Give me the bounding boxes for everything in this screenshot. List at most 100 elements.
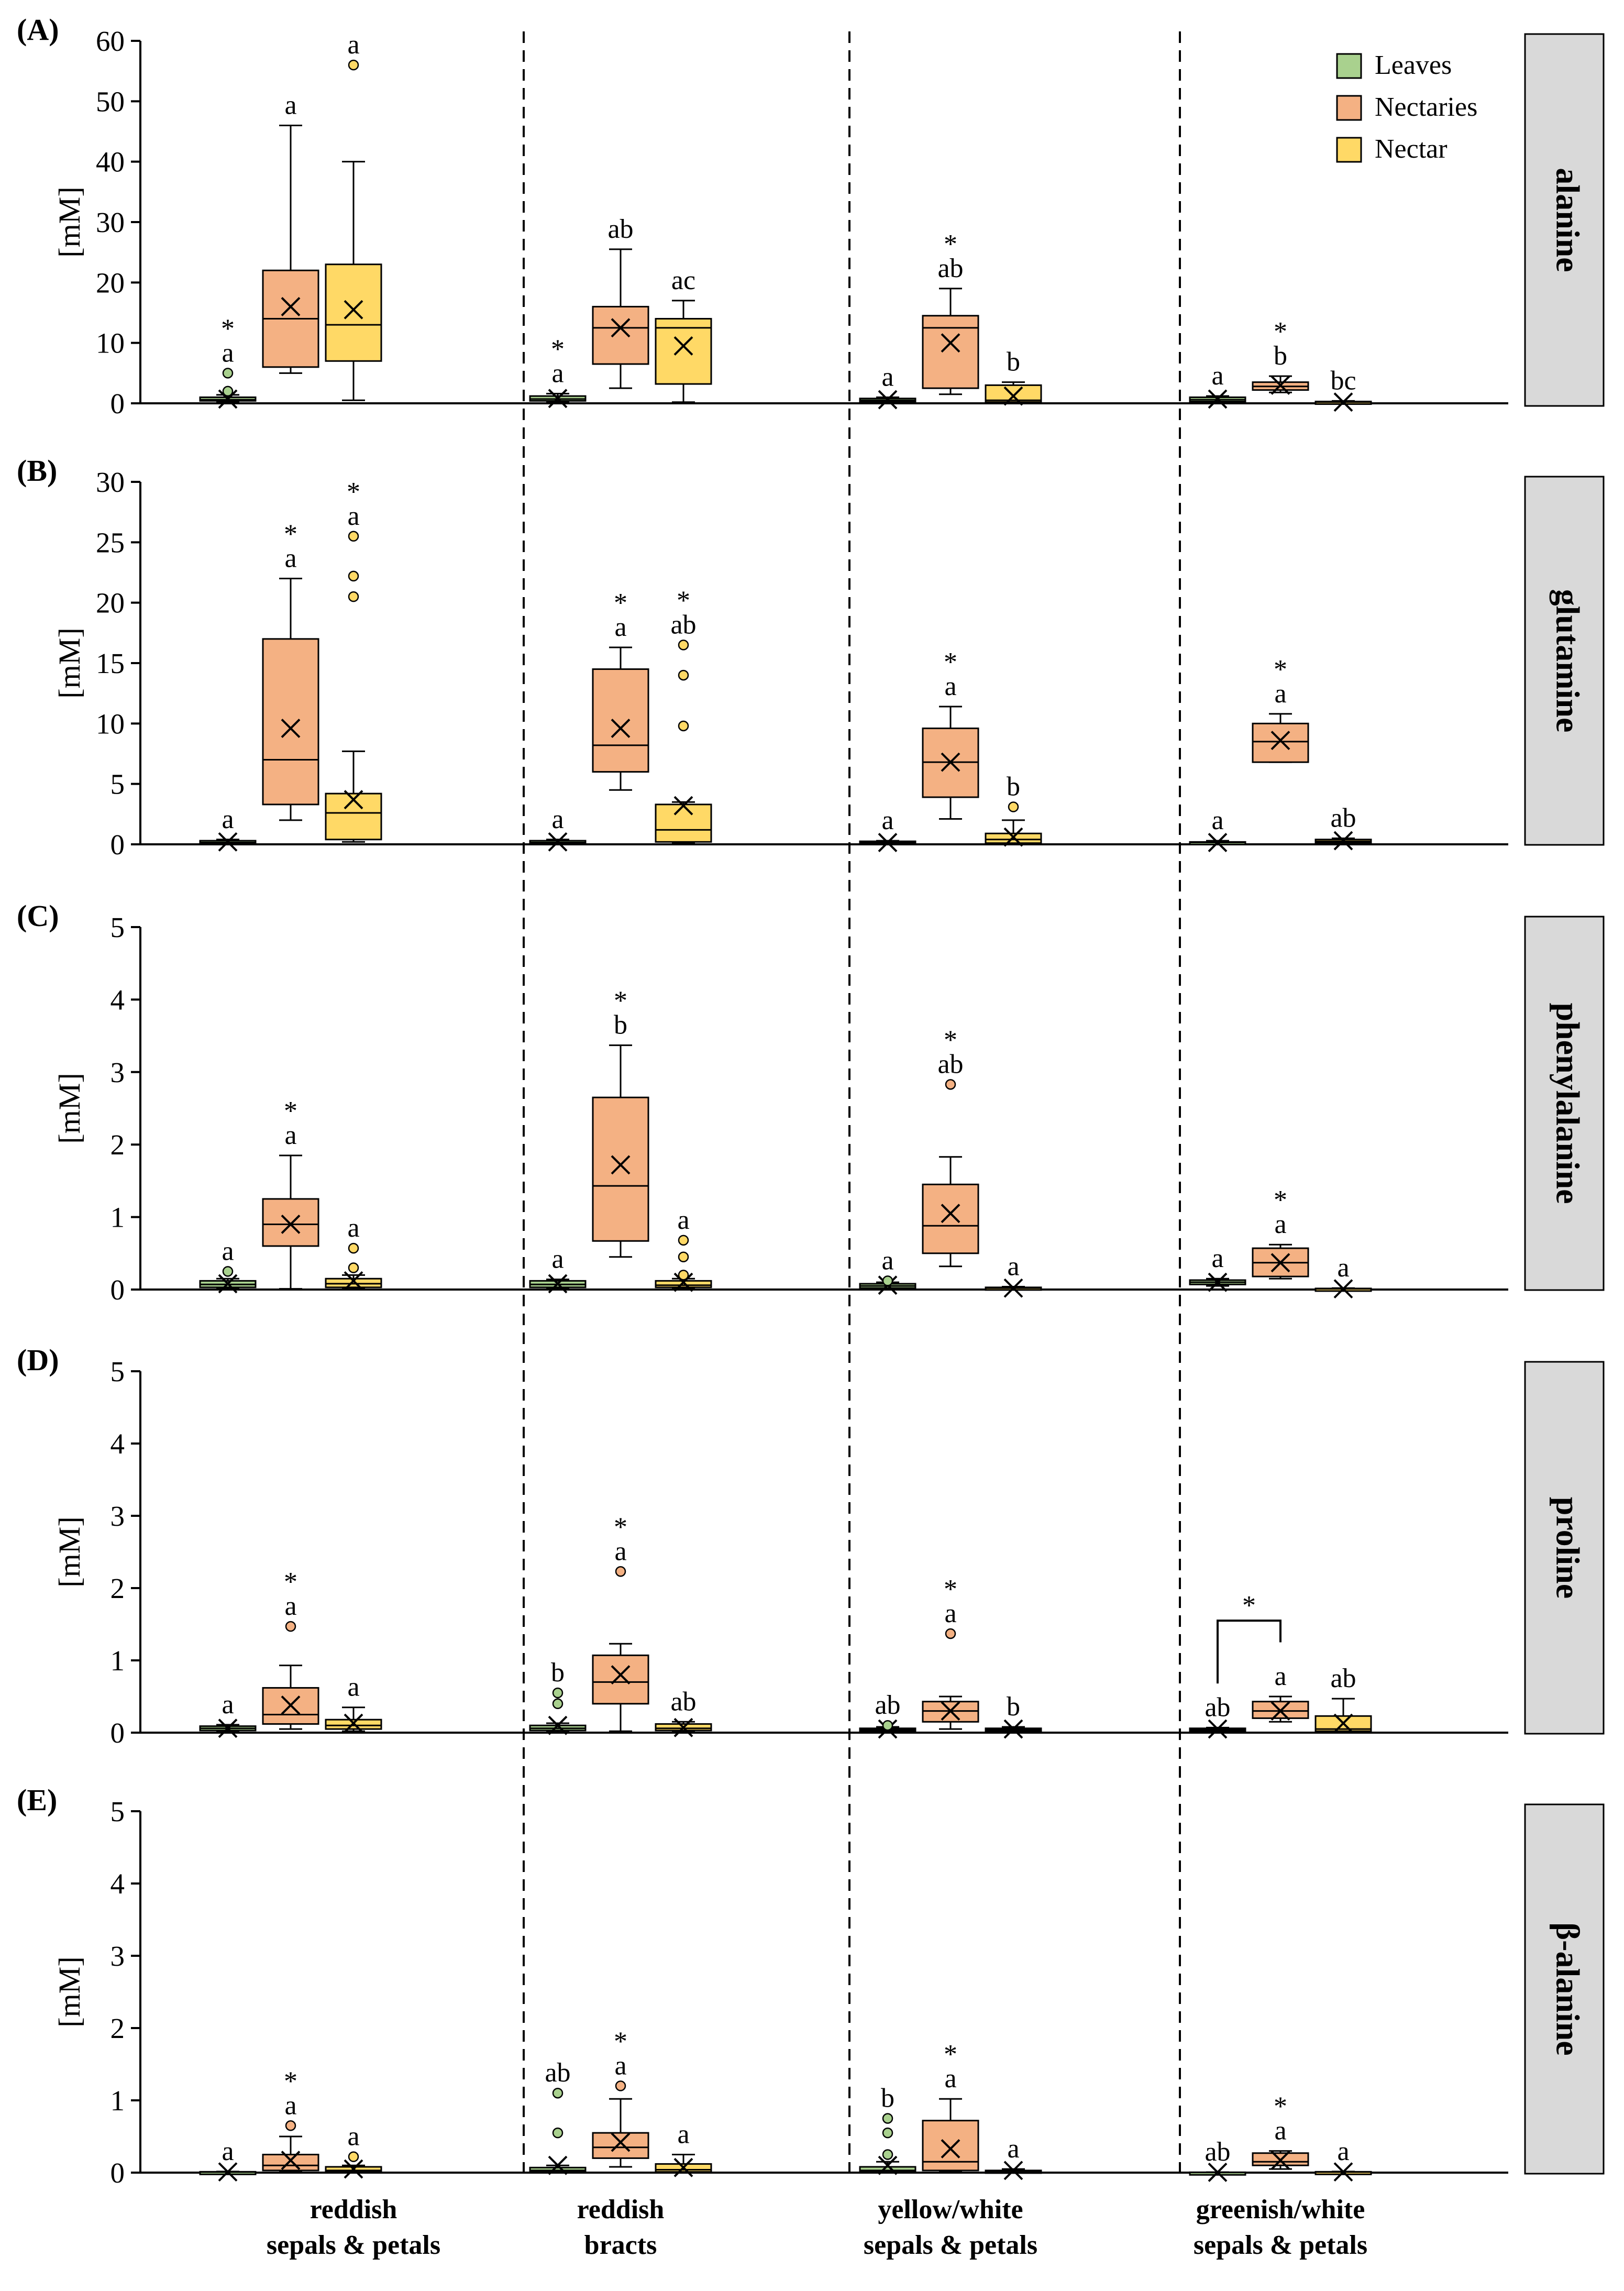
significance-label: b — [1007, 347, 1020, 377]
mean-marker — [673, 1717, 693, 1737]
significance-label: a — [222, 805, 234, 834]
mean-marker — [941, 1701, 960, 1721]
box-iqr — [922, 315, 979, 389]
significance-label: a — [1007, 1251, 1019, 1281]
significance-label: b — [881, 2084, 894, 2113]
y-tick-label: 3 — [111, 1056, 125, 1088]
mean-marker — [218, 1719, 238, 1738]
bracket-line — [1217, 1620, 1281, 1684]
significance-label: * — [1274, 2092, 1287, 2122]
significance-label: ab — [875, 1690, 900, 1720]
group-label-line: reddish — [577, 2195, 665, 2224]
box-g3-s2: a — [1314, 2136, 1372, 2182]
box-g2-s1: a* — [922, 2040, 979, 2173]
significance-label: a — [614, 612, 626, 642]
significance-label: a — [222, 2136, 234, 2166]
mean-marker — [344, 2159, 363, 2179]
box-iqr — [592, 305, 649, 365]
y-tick-label: 10 — [96, 327, 125, 359]
significance-label: * — [1274, 655, 1287, 685]
y-tick-label: 4 — [111, 984, 125, 1016]
y-tick-label: 10 — [96, 708, 125, 740]
y-tick-label: 4 — [111, 1428, 125, 1460]
y-tick-label: 25 — [96, 526, 125, 558]
significance-label: ab — [545, 2058, 570, 2088]
mean-marker — [1271, 1253, 1290, 1273]
significance-label: ab — [1330, 803, 1356, 833]
significance-label: a — [551, 805, 564, 834]
mean-marker — [281, 2151, 301, 2170]
y-tick-label: 4 — [111, 1868, 125, 1900]
box-g2-s2: a — [985, 2134, 1042, 2180]
y-tick-label: 1 — [111, 1645, 125, 1677]
box-iqr — [325, 263, 382, 362]
y-axis-label: [mM] — [52, 1073, 86, 1143]
y-tick-label: 40 — [96, 146, 125, 178]
outlier-point — [945, 1628, 956, 1639]
box-g1-s0: b — [529, 1658, 587, 1735]
mean-marker — [1003, 386, 1023, 406]
panel-title-tab — [1524, 1803, 1605, 2175]
box-g3-s2: ab — [1314, 1664, 1372, 1733]
y-tick-label: 2 — [111, 2012, 125, 2044]
box-g3-s1: a* — [1252, 655, 1309, 763]
significance-label: ab — [670, 610, 696, 640]
significance-label: * — [944, 647, 957, 677]
box-g2-s2: a — [985, 1251, 1042, 1298]
outlier-point — [348, 570, 359, 582]
outlier-point — [882, 2127, 893, 2139]
y-tick-label: 30 — [96, 206, 125, 238]
box-g1-s1: a* — [592, 1512, 649, 1732]
group-label-1: reddish sepals & petals — [267, 2195, 440, 2260]
box-iqr — [922, 2120, 979, 2172]
significance-label: ab — [607, 214, 633, 244]
box-iqr — [592, 668, 649, 773]
mean-marker — [281, 1695, 301, 1715]
significance-label: ab — [1330, 1664, 1356, 1693]
box-g2-s2: b — [985, 772, 1042, 847]
mean-marker — [1003, 827, 1023, 847]
significance-label: b — [551, 1658, 565, 1688]
significance-label: a — [1337, 1253, 1349, 1283]
significance-label: a — [944, 1599, 956, 1628]
significance-label: a — [347, 501, 359, 531]
significance-label: * — [614, 1512, 627, 1542]
mean-marker — [281, 719, 301, 738]
mean-marker — [673, 336, 693, 356]
outlier-point — [678, 1235, 689, 1246]
mean-marker — [1003, 1719, 1023, 1739]
significance-label: b — [1007, 772, 1020, 801]
box-g1-s0: a* — [529, 335, 587, 409]
outlier-point — [348, 531, 359, 542]
significance-label: * — [551, 335, 565, 365]
significance-label: ab — [1205, 2137, 1230, 2167]
box-g3-s0: ab — [1189, 1692, 1246, 1739]
outlier-point — [348, 1262, 359, 1273]
y-tick-label: 5 — [111, 768, 125, 800]
outlier-point — [1008, 801, 1019, 812]
box-iqr — [985, 384, 1042, 403]
significance-label: ab — [670, 1687, 696, 1716]
box-g1-s1: ab — [592, 214, 649, 389]
box-iqr — [655, 318, 712, 385]
box-g0-s1: a — [262, 90, 319, 374]
group-label-line: greenish/white — [1196, 2195, 1365, 2224]
significance-label: a — [881, 1246, 893, 1275]
significance-label: a — [1274, 1209, 1286, 1239]
box-g2-s1: ab* — [922, 229, 979, 395]
significance-label: a — [614, 1536, 626, 1566]
mean-marker — [548, 1274, 568, 1294]
mean-marker — [941, 1204, 960, 1224]
box-iqr — [592, 1096, 649, 1242]
significance-label: a — [347, 1672, 359, 1702]
box-g3-s2: ab — [1314, 803, 1372, 851]
outlier-point — [882, 1275, 893, 1286]
panel-title: alanine — [1549, 168, 1586, 272]
significance-label: ac — [671, 266, 695, 295]
significance-label: a — [284, 2090, 296, 2120]
mean-marker — [344, 300, 363, 320]
significance-label: * — [221, 314, 235, 344]
box-g0-s0: a — [199, 2136, 257, 2182]
